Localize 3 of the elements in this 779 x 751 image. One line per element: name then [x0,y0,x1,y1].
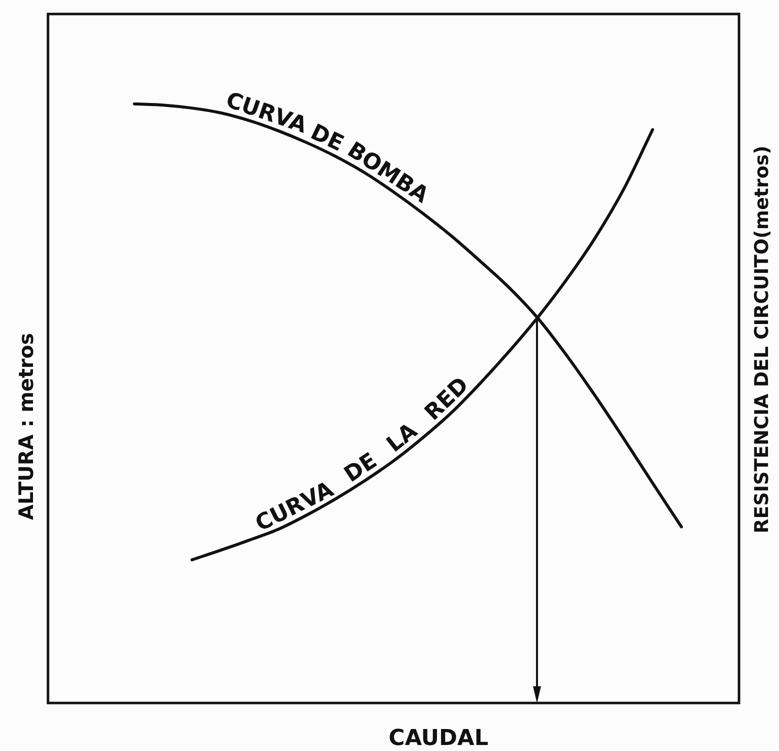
x-axis-title: CAUDAL [388,726,488,751]
y2-axis-title: RESISTENCIA DEL CIRCUITO(metros) [751,146,773,534]
y-axis-title: ALTURA : metros [14,332,38,520]
